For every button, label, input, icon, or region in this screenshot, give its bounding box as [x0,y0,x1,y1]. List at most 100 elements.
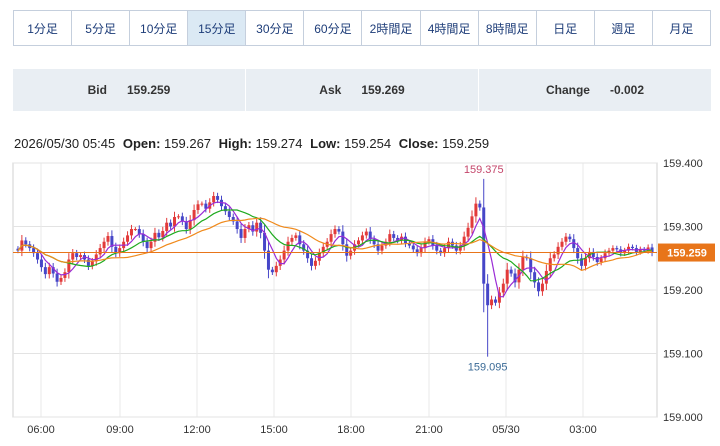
tab-timeframe-4[interactable]: 30分足 [246,11,305,45]
candle-body [102,241,106,249]
timeframe-tabs: 1分足 5分足 10分足 15分足 30分足 60分足 2時間足 4時間足 8時間足 日足 週足 月足 [13,10,711,46]
tab-timeframe-1[interactable]: 5分足 [72,11,131,45]
tab-timeframe-2[interactable]: 10分足 [130,11,189,45]
candle-body [184,221,188,230]
candle-body [126,235,130,242]
candle-body [227,211,231,217]
candle-body [372,239,376,245]
candle-body [94,254,98,262]
tab-timeframe-9[interactable]: 日足 [536,11,595,45]
y-tick-label: 159.000 [663,412,703,424]
candle-body [439,250,443,254]
x-tick-label: 09:00 [106,424,134,436]
x-tick-label: 15:00 [260,424,288,436]
candle-body [564,236,568,242]
tab-timeframe-0[interactable]: 1分足 [14,11,73,45]
candle-body [173,216,177,227]
candle-body [298,235,302,245]
ask-label: Ask [319,83,342,97]
candle-body [533,272,537,283]
candle-body [106,236,110,242]
tab-timeframe-10[interactable]: 週足 [594,11,653,45]
candle-body [443,248,447,254]
candle-body [584,258,588,266]
candle-body [39,259,43,268]
candle-body [540,283,544,292]
candle-body [67,259,71,273]
current-price-tag [658,243,715,262]
candle-body [462,236,466,246]
candle-body [474,203,478,217]
tab-timeframe-5[interactable]: 60分足 [304,11,363,45]
candle-body [149,241,153,249]
candle-body [329,234,333,242]
x-tick-label: 21:00 [415,424,443,436]
candle-body [310,258,314,266]
candle-body [36,253,40,260]
candle-body [419,248,423,254]
x-tick-label: 05/30 [492,424,520,436]
candle-body [251,225,255,232]
candle-body [196,204,200,210]
tab-timeframe-8[interactable]: 8時間足 [478,11,537,45]
candle-body [435,245,439,251]
candle-body [306,250,310,259]
quote-bar: Bid 159.259 Ask 159.269 Change -0.002 [13,69,711,111]
candle-body [141,234,145,242]
candle-body [290,237,294,242]
y-tick-label: 159.300 [663,222,703,234]
candle-body [568,236,572,240]
candle-body [415,249,419,254]
candle-body [216,196,220,200]
candle-body [114,246,118,254]
candle-body [282,250,286,260]
ask-value: 159.269 [361,83,405,97]
tab-timeframe-7[interactable]: 4時間足 [420,11,479,45]
candle-body [470,216,474,228]
candle-body [16,248,20,251]
candle-body [200,203,204,205]
tab-timeframe-6[interactable]: 2時間足 [362,11,421,45]
candle-body [263,232,267,251]
change-cell: Change -0.002 [479,69,711,111]
candle-body [478,203,482,208]
candle-body [482,207,486,284]
candle-body [43,267,47,275]
candle-body [118,248,122,254]
candle-body [286,241,290,251]
change-value: -0.002 [609,83,645,97]
candle-body [341,231,345,245]
candle-body [223,206,227,212]
candle-body [59,277,63,282]
candle-body [396,237,400,241]
candle-body [497,292,501,303]
candle-body [529,258,533,273]
candle-body [255,222,259,232]
x-tick-label: 18:00 [337,424,365,436]
candle-body [537,282,541,292]
tab-timeframe-3[interactable]: 15分足 [188,11,247,45]
close-label: Close: [398,136,439,151]
candle-body [603,253,607,259]
x-tick-label: 06:00 [27,424,55,436]
tab-timeframe-11[interactable]: 月足 [652,11,710,45]
candle-body [212,196,216,203]
candle-body [623,250,627,254]
x-tick-label: 12:00 [183,424,211,436]
candle-body [493,299,497,303]
price-chart[interactable]: 159.400 159.300 159.200 159.100 159.000 06:00… [0,155,720,441]
candle-body [360,235,364,241]
candle-body [302,244,306,251]
candle-body [380,245,384,251]
candle-body [337,229,341,232]
candle-body [294,235,298,238]
candle-body [266,250,270,270]
candle-body [313,260,317,266]
candle-body [71,253,75,260]
candle-body [447,241,451,249]
candle-body [90,261,94,266]
bid-value: 159.259 [126,83,171,97]
y-tick-label: 159.400 [663,158,703,170]
candle-body [47,267,51,275]
candle-body [560,241,564,247]
